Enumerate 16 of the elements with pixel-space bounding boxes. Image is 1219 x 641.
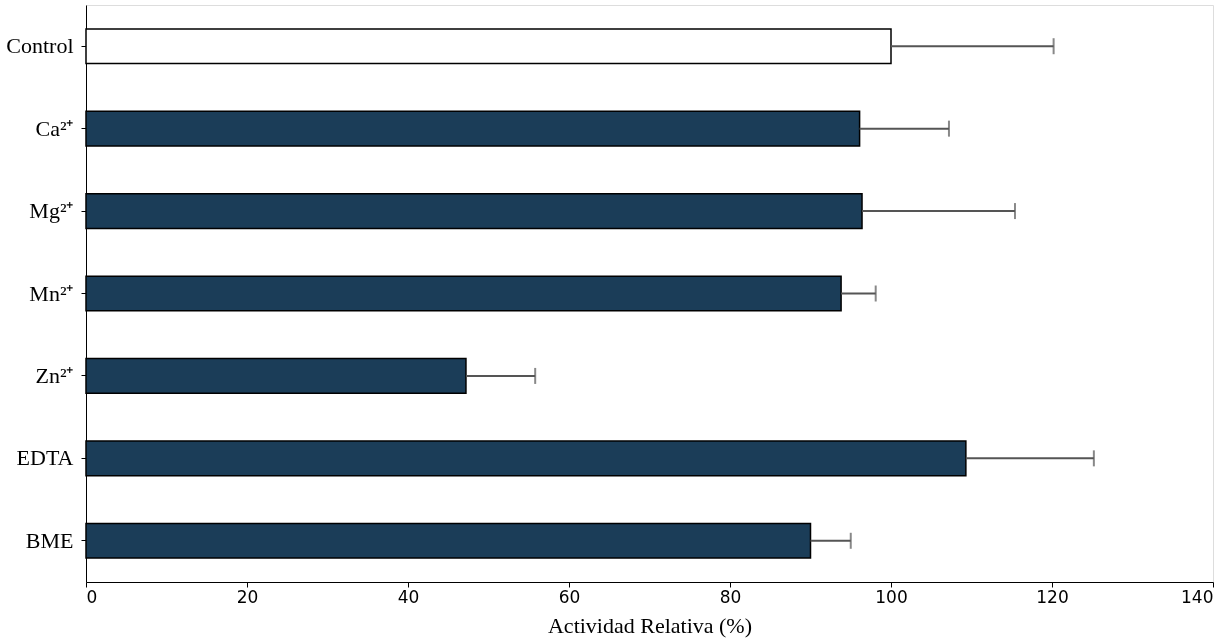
x-axis-title: Actividad Relativa (%) — [547, 612, 753, 638]
x-tick-label: 120 — [1036, 586, 1069, 607]
x-tick-label: 0 — [86, 586, 98, 607]
y-tick-label: Control — [6, 33, 74, 59]
y-tick-label: BME — [25, 527, 74, 553]
x-tick-label: 80 — [719, 586, 742, 607]
x-tick-label: 140 — [1181, 586, 1214, 607]
x-tick-label: 40 — [397, 586, 420, 607]
y-tick-label: Ca²⁺ — [35, 115, 74, 141]
x-tick-label: 20 — [236, 586, 259, 607]
x-tick-label: 100 — [875, 586, 908, 607]
y-tick-label: Mn²⁺ — [29, 280, 74, 306]
x-tick-label: 60 — [558, 586, 581, 607]
y-tick-label: Mg²⁺ — [29, 198, 74, 224]
y-tick-label: Zn²⁺ — [35, 362, 74, 388]
y-tick-label: EDTA — [16, 445, 74, 471]
